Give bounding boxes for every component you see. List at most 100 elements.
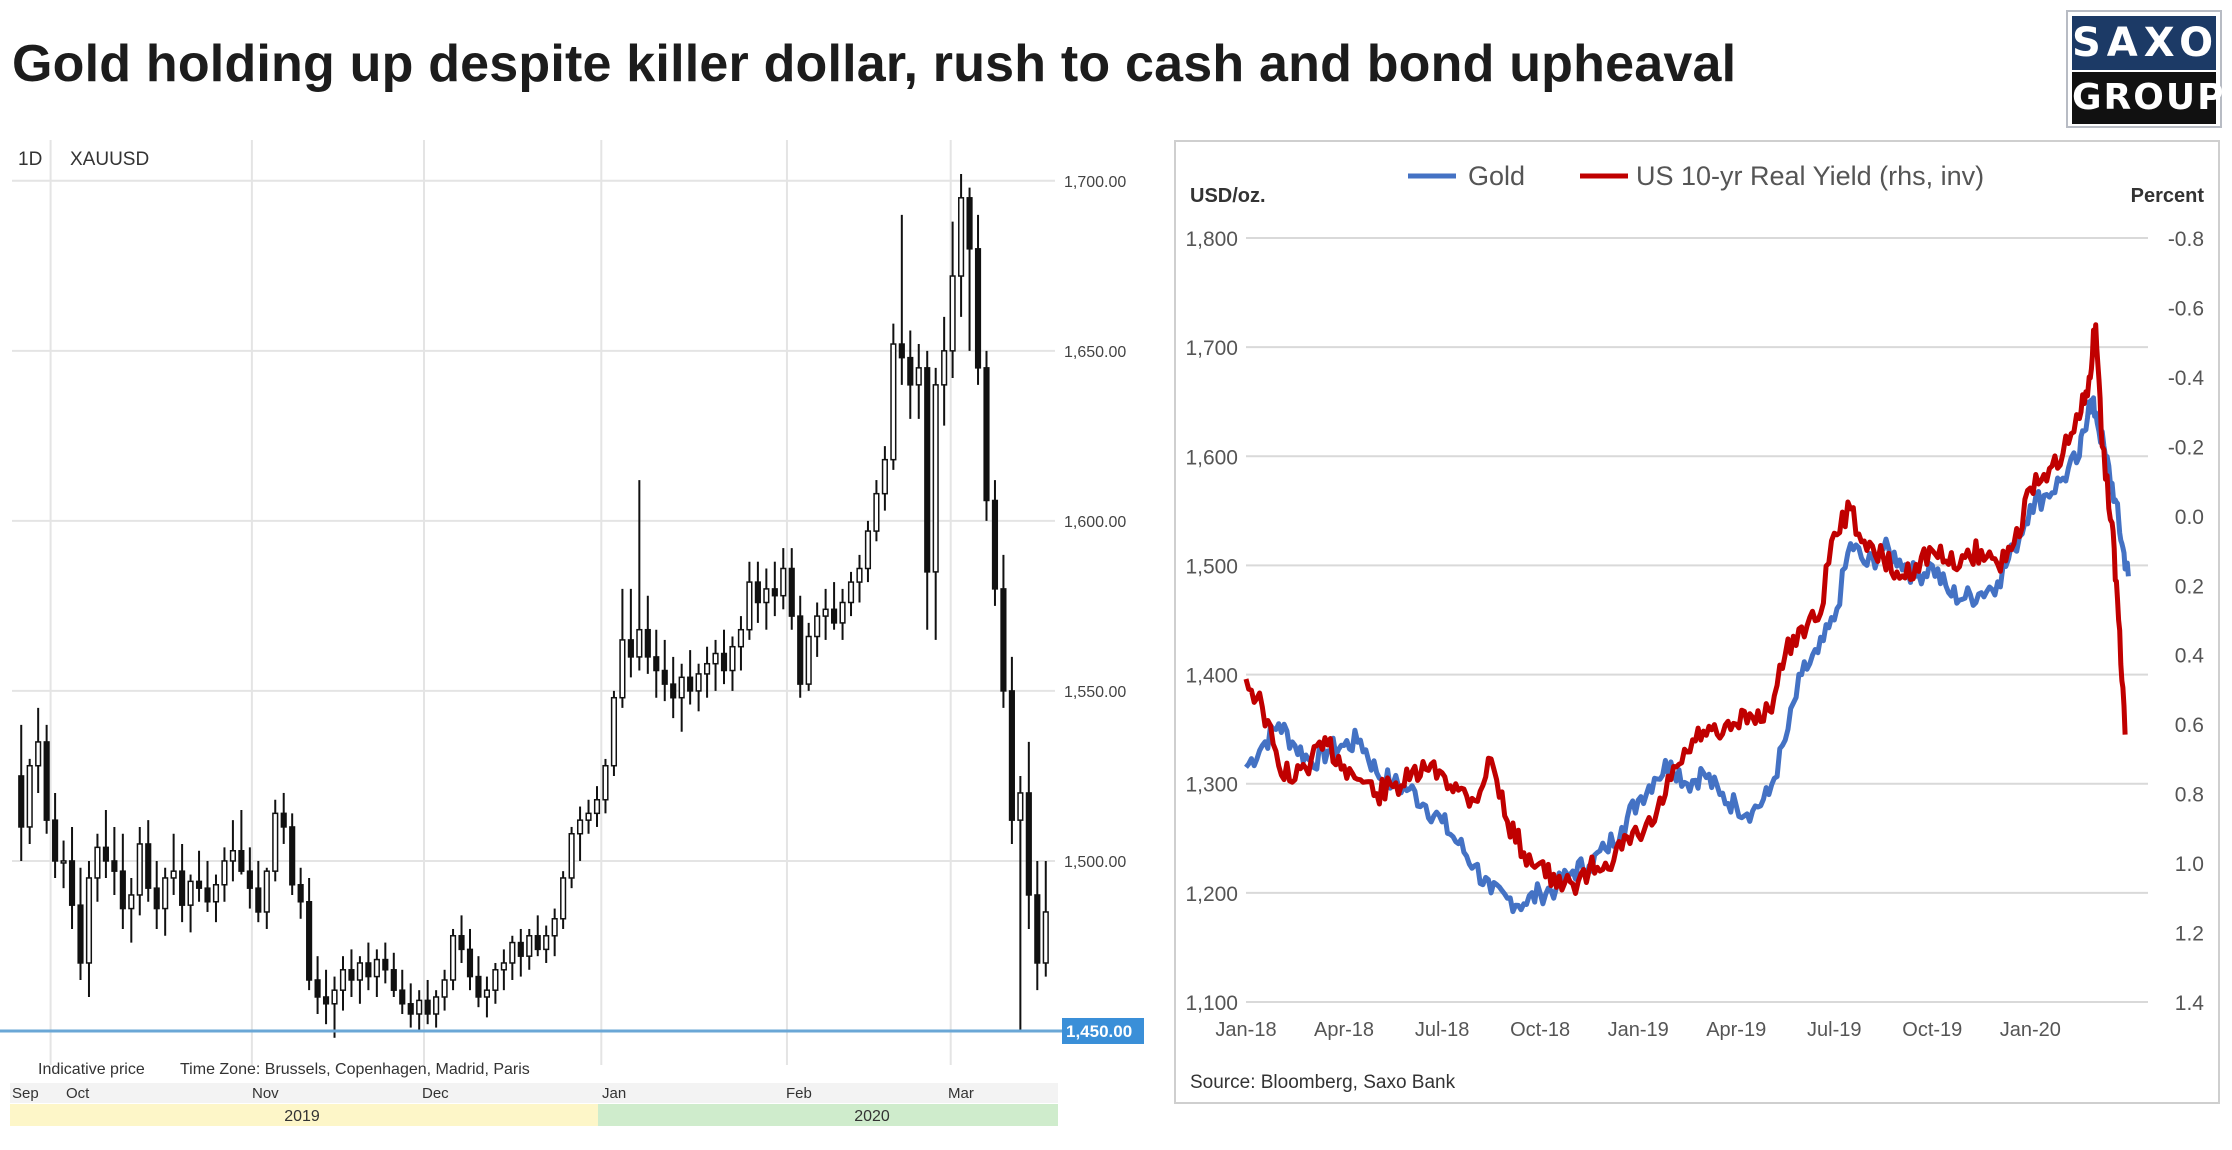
candle-body <box>466 948 474 978</box>
candle-body <box>356 962 364 981</box>
candle <box>881 446 888 511</box>
candle-body <box>661 669 668 685</box>
candle-body <box>145 843 152 889</box>
x-tick-label: Oct-19 <box>1902 1019 1962 1041</box>
candle <box>128 877 135 943</box>
candle-body <box>636 628 643 658</box>
interval-label: 1D <box>18 149 42 170</box>
candle <box>949 221 956 379</box>
line-chart-frame <box>1174 140 2220 1104</box>
candle <box>932 367 939 640</box>
candle <box>839 588 846 640</box>
candle <box>399 969 406 1014</box>
candle-body <box>26 764 33 828</box>
candle-body <box>424 999 431 1015</box>
candle <box>619 588 626 708</box>
candle-body <box>102 846 109 862</box>
candle-body <box>1042 911 1049 964</box>
candle <box>898 214 905 385</box>
candle <box>1034 860 1041 991</box>
candle <box>263 867 270 929</box>
candle-body <box>526 935 533 957</box>
candle <box>331 976 338 1038</box>
candle <box>119 833 126 929</box>
candle <box>576 806 584 861</box>
candle-body <box>373 958 380 978</box>
candle <box>822 588 829 640</box>
candle <box>43 724 50 834</box>
candle-body <box>111 860 118 872</box>
candle <box>102 809 109 878</box>
right-tick-label: -0.8 <box>2168 228 2204 251</box>
candle-body <box>94 846 101 879</box>
left-tick-label: 1,500 <box>1185 555 1238 578</box>
candle-body <box>306 901 313 981</box>
candle <box>509 935 516 980</box>
candle <box>306 877 313 991</box>
candle <box>983 350 990 521</box>
month-label: Mar <box>948 1085 974 1102</box>
candle-body <box>314 979 321 998</box>
legend-gold-label: Gold <box>1468 161 1525 191</box>
candle <box>416 990 423 1031</box>
candle <box>1025 741 1032 929</box>
month-label: Nov <box>252 1085 279 1102</box>
real-yield-series-line <box>1243 322 2128 896</box>
candle <box>466 928 474 991</box>
price-tick-label: 1,600.00 <box>1064 514 1126 531</box>
month-label: Sep <box>12 1085 39 1102</box>
candle <box>280 792 287 844</box>
candle <box>449 928 457 991</box>
left-tick-label: 1,400 <box>1185 665 1238 688</box>
candle <box>289 813 296 895</box>
left-tick-label: 1,600 <box>1185 446 1238 469</box>
month-label: Oct <box>66 1085 90 1102</box>
candle <box>560 871 567 929</box>
candle-body <box>179 870 186 906</box>
candle-body <box>610 696 618 767</box>
right-tick-label: 1.2 <box>2175 923 2204 946</box>
candle-body <box>1000 588 1007 692</box>
candle <box>551 908 558 957</box>
x-tick-label: Jul-19 <box>1807 1019 1861 1041</box>
right-tick-label: 1.4 <box>2175 992 2205 1015</box>
grid-lines <box>1246 237 2148 1003</box>
candle-body <box>492 969 499 991</box>
candle <box>382 942 389 984</box>
candle <box>661 639 668 702</box>
candle-body <box>924 367 931 573</box>
right-axis-unit: Percent <box>2131 185 2205 207</box>
candle-body <box>348 969 355 981</box>
candle <box>18 724 25 861</box>
candle <box>814 602 821 657</box>
candle <box>805 622 812 691</box>
price-axis: 1,700.00 1,650.00 1,600.00 1,550.00 1,500.00 <box>1064 174 1126 871</box>
candle <box>831 582 838 630</box>
right-tick-label: 0.0 <box>2175 506 2204 529</box>
candle-body <box>52 819 59 862</box>
plot-area <box>10 140 1058 1082</box>
candle-body <box>212 884 220 903</box>
candle <box>763 568 770 630</box>
x-tick-label: Apr-18 <box>1314 1019 1374 1041</box>
candle <box>162 867 169 936</box>
candle-body <box>941 350 948 386</box>
candle-body <box>475 975 482 998</box>
candle <box>644 595 651 674</box>
candle <box>77 867 84 980</box>
candle-body <box>77 904 84 964</box>
candle-body <box>907 356 914 386</box>
candle <box>187 874 194 933</box>
candle <box>864 520 872 583</box>
candle <box>1042 860 1049 977</box>
candle-body <box>983 367 990 502</box>
candle-body <box>204 887 211 903</box>
candle-body <box>568 833 575 879</box>
candle <box>534 915 541 957</box>
candle-body <box>746 581 753 631</box>
month-label: Feb <box>786 1085 812 1102</box>
candle <box>458 915 465 963</box>
left-tick-label: 1,100 <box>1185 992 1238 1015</box>
candle <box>212 874 220 923</box>
candle <box>636 480 643 671</box>
